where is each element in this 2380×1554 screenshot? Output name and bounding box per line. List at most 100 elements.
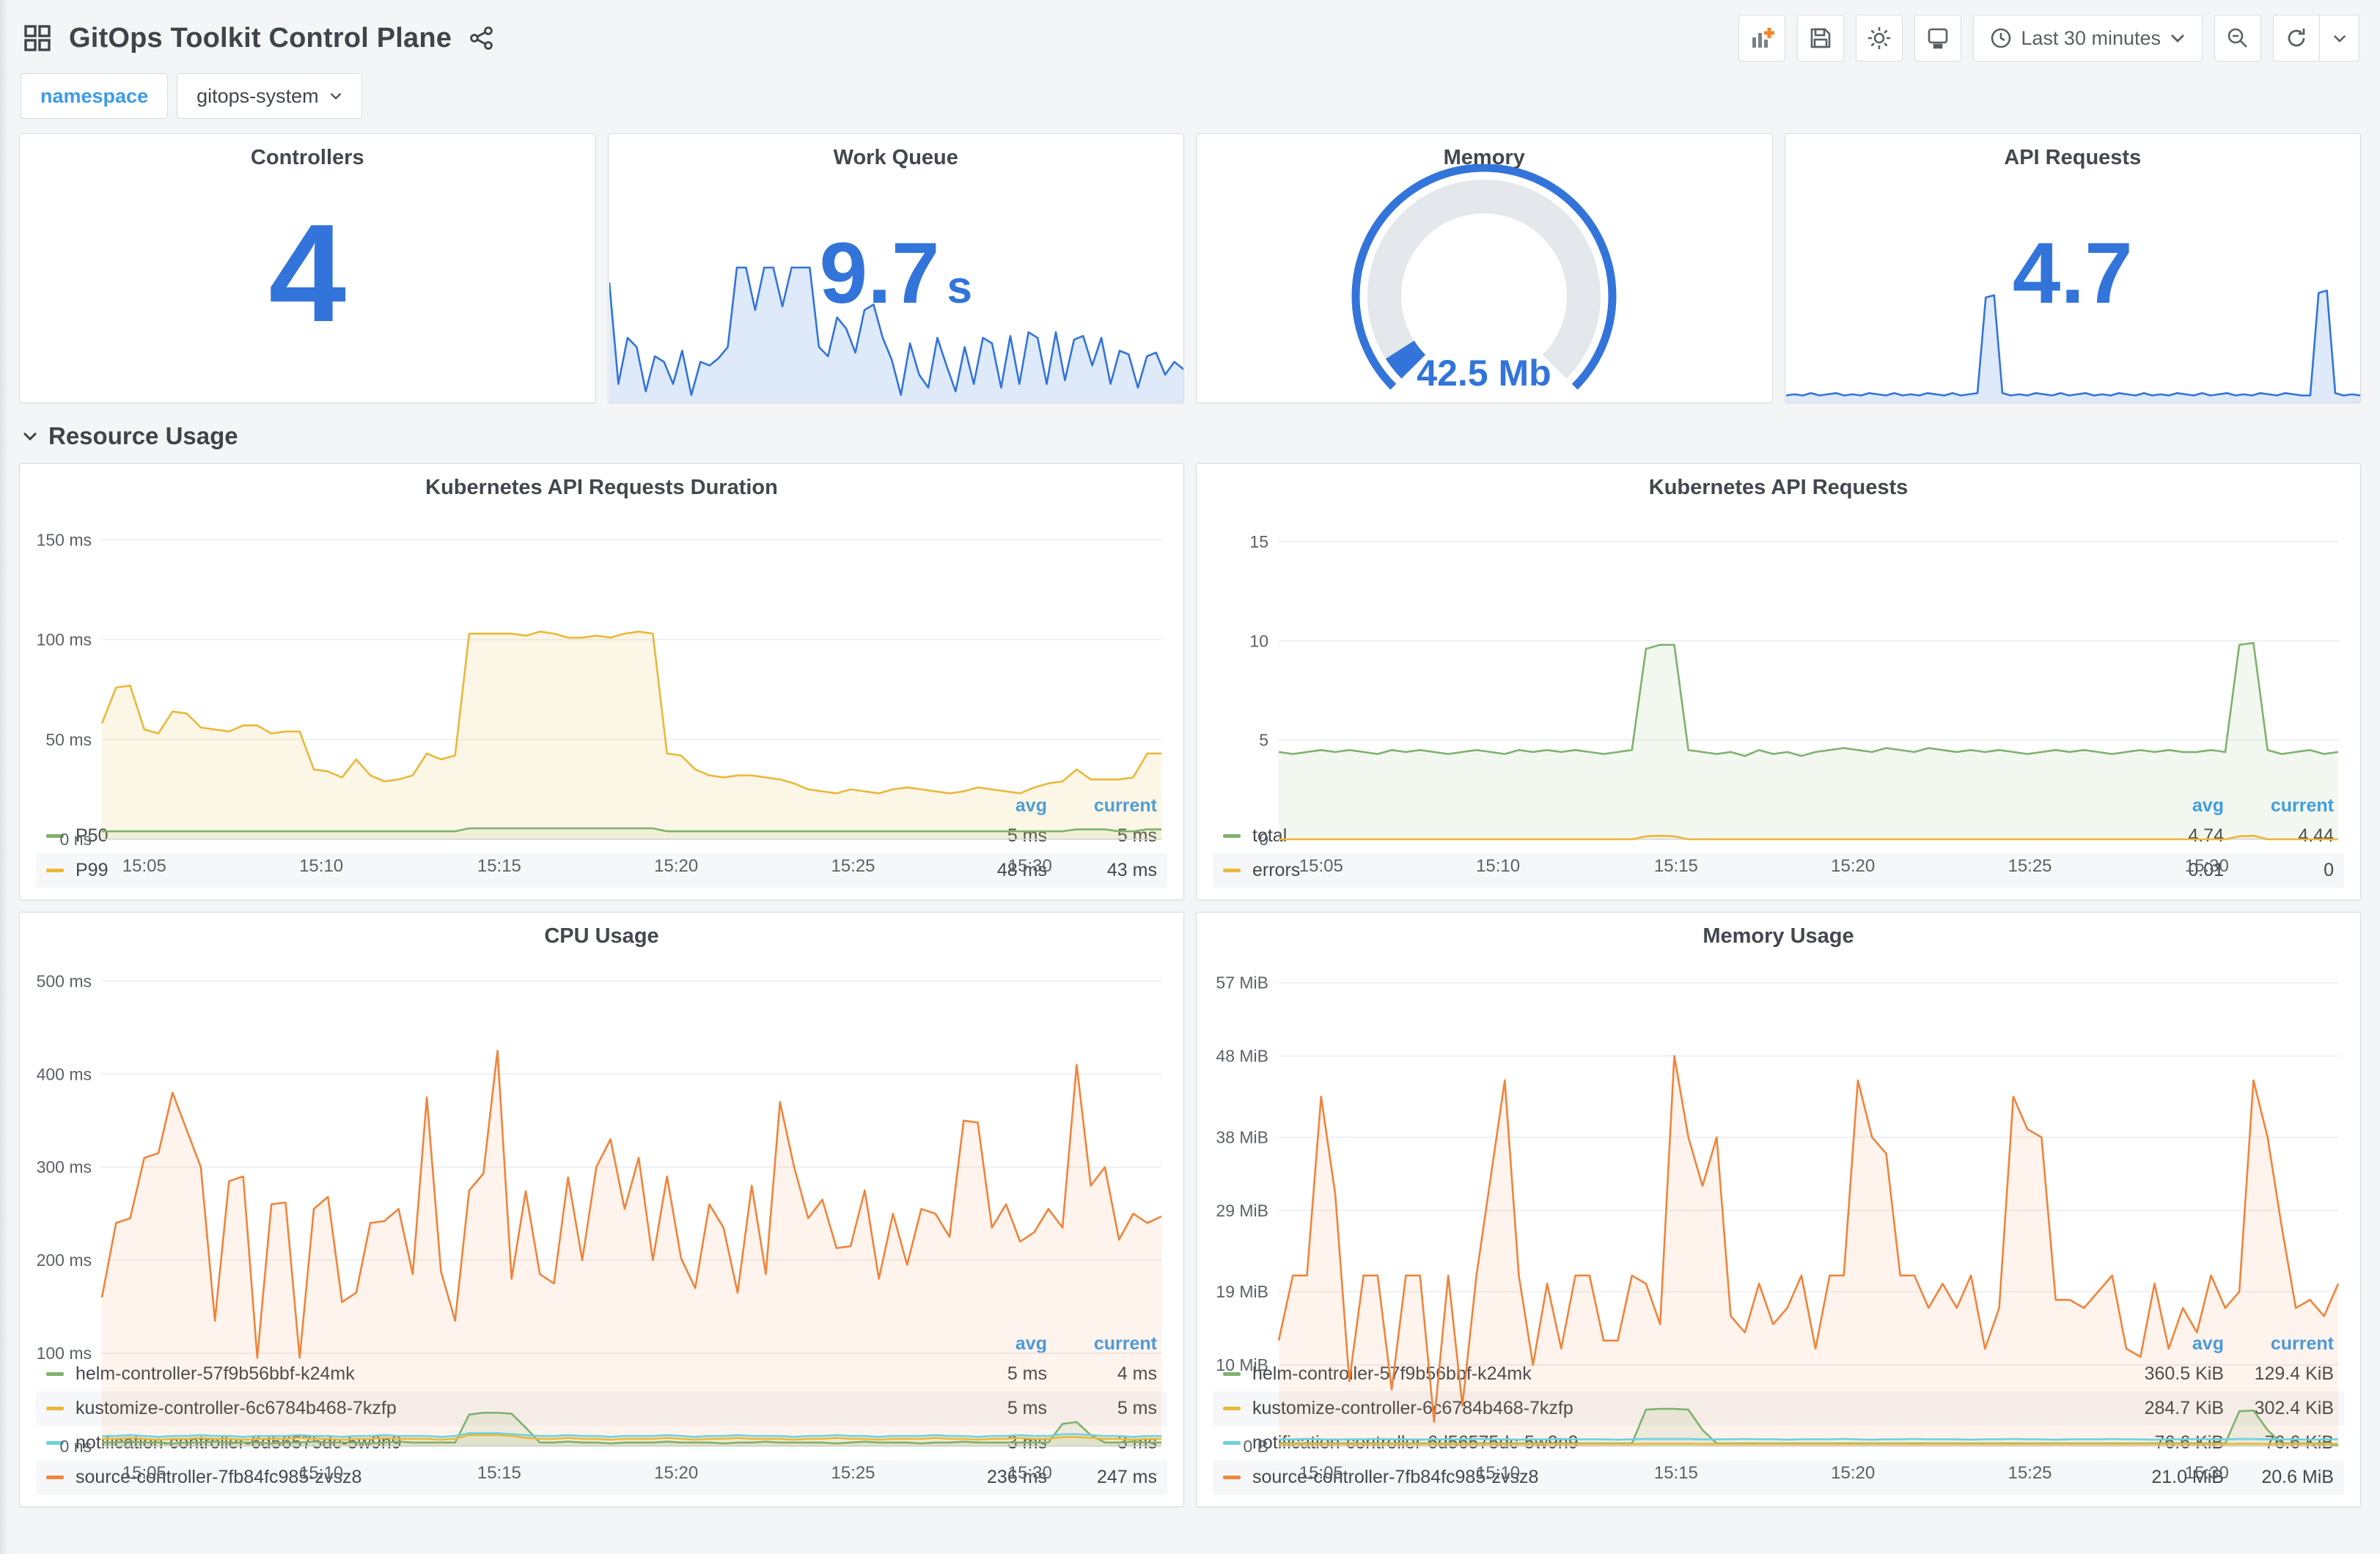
svg-text:0: 0: [1259, 830, 1268, 849]
legend-swatch[interactable]: [1223, 1407, 1241, 1410]
legend-series-name[interactable]: source-controller-7fb84fc985-zvsz8: [76, 1467, 362, 1487]
time-range-picker[interactable]: Last 30 minutes: [1973, 15, 2203, 62]
legend-swatch[interactable]: [46, 869, 64, 872]
controllers-panel: Controllers 4: [19, 133, 596, 403]
section-title: Resource Usage: [48, 422, 238, 449]
memory-panel: Memory 42.5 Mb: [1196, 133, 1773, 403]
legend-sort-avg[interactable]: avg: [937, 795, 1047, 817]
add-panel-button[interactable]: [1738, 15, 1786, 62]
refresh-interval-dropdown[interactable]: [2320, 15, 2359, 62]
legend-series-name[interactable]: kustomize-controller-6c6784b468-7kzfp: [1252, 1398, 2114, 1419]
svg-text:15:30: 15:30: [1008, 856, 1052, 876]
cpu-usage-panel: CPU Usage 0 ns 100 ms 200 ms 300 ms 400 ms 50…: [19, 912, 1184, 1507]
clock-icon: [1990, 27, 2012, 49]
legend-series-name[interactable]: errors: [1252, 860, 1301, 880]
k8s-api-requests-legend: avgcurrent total 4.744.44 errors 0.01 0: [1197, 792, 2360, 899]
k8s-api-duration-plot[interactable]: 0 ns 50 ms 100 ms 150 ms 15:05 15:10 15:15 15:2…: [20, 502, 1183, 876]
legend-swatch[interactable]: [1223, 869, 1241, 872]
legend-sort-avg[interactable]: avg: [937, 1333, 1047, 1355]
legend-row: errors 0.01 0: [1213, 853, 2344, 888]
legend-swatch[interactable]: [46, 834, 64, 838]
svg-text:15:15: 15:15: [477, 1463, 521, 1483]
svg-text:200 ms: 200 ms: [37, 1251, 92, 1270]
memory-usage-plot[interactable]: 0 B 10 MiB 19 MiB 29 MiB 38 MiB 48 MiB 57 MiB 1…: [1197, 951, 2360, 1483]
svg-text:15:25: 15:25: [831, 1463, 875, 1483]
svg-text:15: 15: [1249, 532, 1268, 551]
dashboard-grid-icon: [23, 24, 51, 52]
chevron-down-icon: [329, 92, 342, 100]
save-dashboard-button[interactable]: [1797, 15, 1845, 62]
panel-title[interactable]: CPU Usage: [544, 924, 659, 948]
share-icon[interactable]: [469, 26, 494, 51]
panel-title[interactable]: Kubernetes API Requests: [1648, 476, 1909, 499]
panel-title[interactable]: Memory Usage: [1703, 924, 1854, 948]
svg-text:15:10: 15:10: [1476, 1463, 1520, 1483]
time-range-label: Last 30 minutes: [2021, 26, 2161, 49]
svg-text:15:25: 15:25: [831, 856, 875, 876]
cpu-usage-plot[interactable]: 0 ns 100 ms 200 ms 300 ms 400 ms 500 ms 15:05 1…: [20, 951, 1183, 1483]
svg-text:5: 5: [1259, 731, 1268, 750]
legend-swatch[interactable]: [46, 1407, 64, 1410]
resource-usage-section-toggle[interactable]: Resource Usage: [18, 403, 2362, 463]
legend-swatch[interactable]: [46, 1372, 64, 1376]
legend-series-name[interactable]: source-controller-7fb84fc985-zvsz8: [1252, 1467, 1539, 1487]
cycle-view-mode-button[interactable]: [1914, 15, 1962, 62]
panel-title[interactable]: Controllers: [250, 146, 364, 169]
svg-text:15:20: 15:20: [654, 856, 698, 876]
work-queue-sparkline: [608, 259, 1184, 402]
chevron-down-icon: [22, 431, 38, 441]
panel-title[interactable]: Kubernetes API Requests Duration: [425, 476, 778, 499]
svg-text:15:05: 15:05: [1299, 856, 1343, 876]
legend-avg-value: 360.5 KiB: [2114, 1363, 2224, 1385]
memory-usage-panel: Memory Usage 0 B 10 MiB 19 MiB 29 MiB 38 MiB…: [1196, 912, 2361, 1507]
legend-swatch[interactable]: [46, 1441, 64, 1445]
legend-sort-current[interactable]: current: [1047, 795, 1157, 817]
svg-text:15:15: 15:15: [1654, 1463, 1698, 1483]
panel-title[interactable]: Work Queue: [833, 146, 958, 169]
legend-avg-value: 21.0 MiB: [2151, 1467, 2224, 1487]
svg-text:0 ns: 0 ns: [60, 1437, 92, 1456]
legend-current-value: 5 ms: [1047, 1398, 1157, 1419]
legend-sort-current[interactable]: current: [1047, 1333, 1157, 1355]
svg-text:15:20: 15:20: [654, 1463, 698, 1483]
legend-sort-avg[interactable]: avg: [2114, 795, 2224, 817]
dashboard-title: GitOps Toolkit Control Plane: [69, 22, 452, 54]
dashboard-toolbar: Last 30 minutes: [1738, 15, 2359, 62]
dashboard-header: GitOps Toolkit Control Plane: [18, 10, 2362, 67]
legend-series-name[interactable]: kustomize-controller-6c6784b468-7kzfp: [76, 1398, 937, 1419]
svg-text:48 MiB: 48 MiB: [1216, 1047, 1268, 1066]
legend-series-name[interactable]: P50: [76, 825, 109, 846]
legend-swatch[interactable]: [1223, 834, 1241, 838]
legend-header: avgcurrent: [36, 1330, 1167, 1357]
legend-series-name[interactable]: total: [1252, 825, 1288, 846]
legend-swatch[interactable]: [46, 1476, 64, 1479]
legend-header: avgcurrent: [36, 792, 1167, 819]
chevron-down-icon: [2170, 33, 2186, 43]
work-queue-panel: Work Queue 9.7 s: [607, 133, 1184, 403]
refresh-button[interactable]: [2273, 15, 2320, 62]
legend-swatch[interactable]: [1223, 1372, 1241, 1376]
legend-avg-value: 236 ms: [987, 1467, 1047, 1487]
legend-series-name[interactable]: P99: [76, 860, 109, 880]
legend-swatch[interactable]: [1223, 1441, 1241, 1445]
svg-text:15:15: 15:15: [477, 856, 521, 876]
svg-text:0 B: 0 B: [1243, 1437, 1268, 1456]
zoom-out-time-button[interactable]: [2214, 15, 2261, 62]
legend-avg-value: 0.01: [2188, 860, 2224, 880]
legend-row: kustomize-controller-6c6784b468-7kzfp 5 m…: [36, 1391, 1167, 1426]
legend-current-value: 0: [2324, 860, 2334, 880]
namespace-select[interactable]: gitops-system: [177, 73, 362, 119]
k8s-api-requests-plot[interactable]: 0 5 10 15 15:05 15:10 15:15 15:20 15:25 15:30: [1197, 502, 2360, 876]
svg-text:15:25: 15:25: [2008, 856, 2052, 876]
legend-sort-avg[interactable]: avg: [2114, 1333, 2224, 1355]
dashboard-settings-button[interactable]: [1856, 15, 1903, 62]
legend-sort-current[interactable]: current: [2224, 795, 2334, 817]
legend-series-name[interactable]: helm-controller-57f9b56bbf-k24mk: [76, 1363, 937, 1385]
variable-label: namespace: [21, 73, 169, 119]
panel-title[interactable]: API Requests: [2004, 146, 2142, 169]
svg-text:15:10: 15:10: [299, 856, 343, 876]
legend-sort-current[interactable]: current: [2224, 1333, 2334, 1355]
work-queue-value: 9.7 s: [819, 225, 973, 323]
legend-swatch[interactable]: [1223, 1476, 1241, 1479]
svg-text:15:15: 15:15: [1654, 856, 1698, 876]
